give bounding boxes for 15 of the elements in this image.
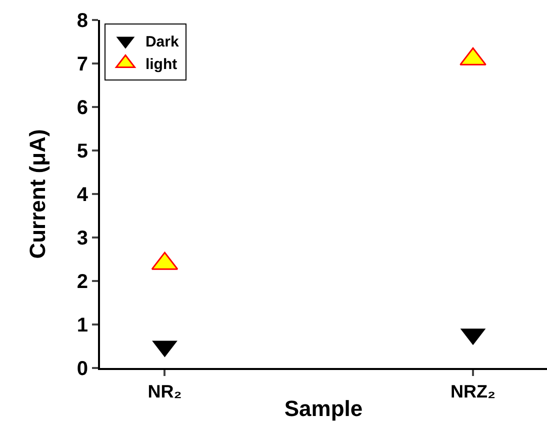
y-tick-label: 1 bbox=[76, 314, 88, 336]
y-tick-label: 7 bbox=[76, 54, 88, 76]
y-axis-title: Current (μA) bbox=[25, 129, 50, 259]
y-tick-label: 2 bbox=[76, 271, 88, 293]
legend-label: Dark bbox=[145, 34, 180, 51]
y-tick-label: 4 bbox=[76, 184, 89, 206]
legend-label: light bbox=[145, 56, 178, 74]
y-tick-label: 0 bbox=[76, 358, 88, 380]
x-tick-label: NRZ₂ bbox=[450, 382, 496, 402]
y-tick-label: 3 bbox=[76, 228, 88, 250]
y-tick-label: 5 bbox=[76, 140, 88, 162]
y-tick-label: 6 bbox=[76, 97, 88, 119]
x-axis-title: Sample bbox=[284, 396, 363, 421]
x-tick-label: NR₂ bbox=[148, 382, 182, 402]
y-tick-label: 8 bbox=[76, 10, 88, 32]
